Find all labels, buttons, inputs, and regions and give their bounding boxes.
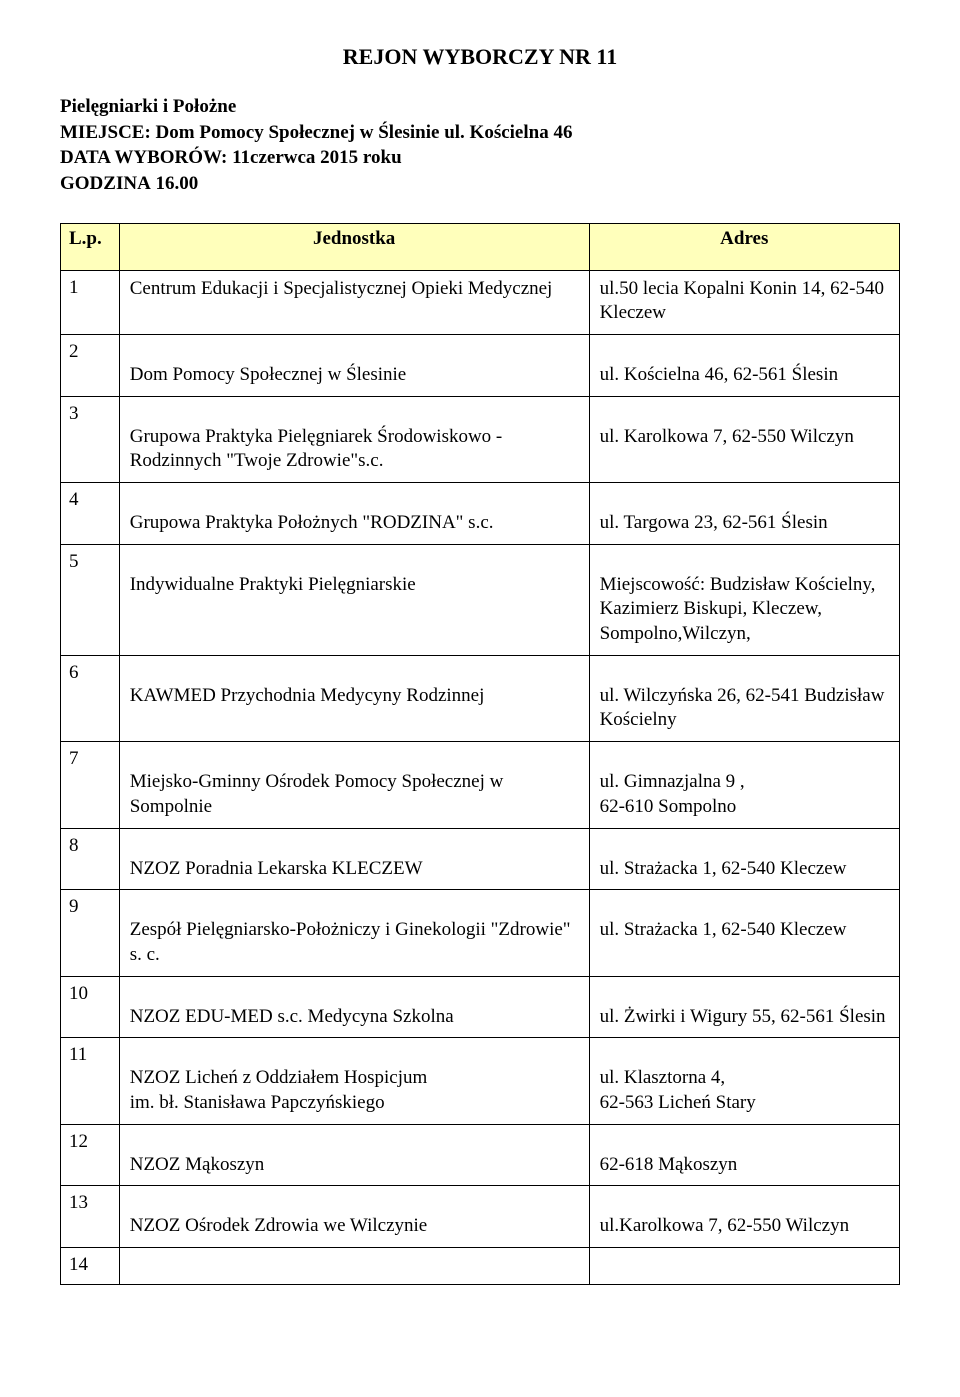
header-time: GODZINA 16.00 — [60, 171, 900, 197]
row-address: ul. Karolkowa 7, 62-550 Wilczyn — [589, 396, 899, 482]
table-row: 12 NZOZ Mąkoszyn62-618 Mąkoszyn — [61, 1124, 900, 1186]
row-number: 3 — [61, 396, 120, 482]
date-value: 11czerwca 2015 roku — [232, 147, 402, 168]
row-number: 1 — [61, 270, 120, 334]
row-number: 9 — [61, 890, 120, 976]
date-label: DATA WYBORÓW: — [60, 147, 227, 168]
table-row: 13NZOZ Ośrodek Zdrowia we Wilczynieul.Ka… — [61, 1186, 900, 1248]
table-row: 2Dom Pomocy Społecznej w Ślesinieul. Koś… — [61, 334, 900, 396]
units-table: L.p. Jednostka Adres 1Centrum Edukacji i… — [60, 223, 900, 1285]
row-address: ul. Strażacka 1, 62-540 Kleczew — [589, 828, 899, 890]
header-place: MIEJSCE: Dom Pomocy Społecznej w Ślesini… — [60, 120, 900, 146]
row-unit: NZOZ Ośrodek Zdrowia we Wilczynie — [119, 1186, 589, 1248]
row-number: 6 — [61, 655, 120, 741]
row-address: ul.50 lecia Kopalni Konin 14, 62-540 Kle… — [589, 270, 899, 334]
table-row: 3Grupowa Praktyka Pielęgniarek Środowisk… — [61, 396, 900, 482]
row-number: 5 — [61, 544, 120, 655]
header-date: DATA WYBORÓW: 11czerwca 2015 roku — [60, 145, 900, 171]
row-unit: KAWMED Przychodnia Medycyny Rodzinnej — [119, 655, 589, 741]
header-line-1: Pielęgniarki i Położne — [60, 94, 900, 120]
row-unit: NZOZ Mąkoszyn — [119, 1124, 589, 1186]
row-unit — [119, 1248, 589, 1285]
row-address — [589, 1248, 899, 1285]
row-address: 62-618 Mąkoszyn — [589, 1124, 899, 1186]
row-unit: Centrum Edukacji i Specjalistycznej Opie… — [119, 270, 589, 334]
row-number: 2 — [61, 334, 120, 396]
page-title: REJON WYBORCZY NR 11 — [60, 44, 900, 70]
row-address: ul. Strażacka 1, 62-540 Kleczew — [589, 890, 899, 976]
row-unit: NZOZ EDU-MED s.c. Medycyna Szkolna — [119, 976, 589, 1038]
row-number: 11 — [61, 1038, 120, 1124]
table-body: 1Centrum Edukacji i Specjalistycznej Opi… — [61, 270, 900, 1284]
row-number: 14 — [61, 1248, 120, 1285]
row-number: 8 — [61, 828, 120, 890]
table-row: 9Zespół Pielęgniarsko-Położniczy i Ginek… — [61, 890, 900, 976]
row-address: ul.Karolkowa 7, 62-550 Wilczyn — [589, 1186, 899, 1248]
time-label: GODZINA — [60, 173, 151, 194]
row-number: 10 — [61, 976, 120, 1038]
table-row: 11NZOZ Licheń z Oddziałem Hospicjum im. … — [61, 1038, 900, 1124]
row-unit: Miejsko-Gminny Ośrodek Pomocy Społecznej… — [119, 742, 589, 828]
table-row: 6KAWMED Przychodnia Medycyny Rodzinnejul… — [61, 655, 900, 741]
row-address: ul. Targowa 23, 62-561 Ślesin — [589, 483, 899, 545]
row-address: Miejscowość: Budzisław Kościelny, Kazimi… — [589, 544, 899, 655]
place-label: MIEJSCE: — [60, 122, 151, 143]
row-address: ul. Żwirki i Wigury 55, 62-561 Ślesin — [589, 976, 899, 1038]
table-header-row: L.p. Jednostka Adres — [61, 223, 900, 270]
row-address: ul. Klasztorna 4, 62-563 Licheń Stary — [589, 1038, 899, 1124]
time-value: 16.00 — [156, 173, 199, 194]
row-address: ul. Gimnazjalna 9 , 62-610 Sompolno — [589, 742, 899, 828]
row-number: 13 — [61, 1186, 120, 1248]
header-block: Pielęgniarki i Położne MIEJSCE: Dom Pomo… — [60, 94, 900, 197]
table-row: 5Indywidualne Praktyki PielęgniarskieMie… — [61, 544, 900, 655]
row-number: 7 — [61, 742, 120, 828]
row-unit: Dom Pomocy Społecznej w Ślesinie — [119, 334, 589, 396]
row-unit: NZOZ Licheń z Oddziałem Hospicjum im. bł… — [119, 1038, 589, 1124]
row-unit: Grupowa Praktyka Położnych "RODZINA" s.c… — [119, 483, 589, 545]
table-row: 8NZOZ Poradnia Lekarska KLECZEWul. Straż… — [61, 828, 900, 890]
table-row: 7Miejsko-Gminny Ośrodek Pomocy Społeczne… — [61, 742, 900, 828]
col-unit: Jednostka — [119, 223, 589, 270]
table-row: 14 — [61, 1248, 900, 1285]
row-unit: Indywidualne Praktyki Pielęgniarskie — [119, 544, 589, 655]
row-unit: Zespół Pielęgniarsko-Położniczy i Gineko… — [119, 890, 589, 976]
table-row: 4Grupowa Praktyka Położnych "RODZINA" s.… — [61, 483, 900, 545]
row-unit: Grupowa Praktyka Pielęgniarek Środowisko… — [119, 396, 589, 482]
place-value: Dom Pomocy Społecznej w Ślesinie ul. Koś… — [156, 122, 573, 143]
row-address: ul. Wilczyńska 26, 62-541 Budzisław Kośc… — [589, 655, 899, 741]
row-unit: NZOZ Poradnia Lekarska KLECZEW — [119, 828, 589, 890]
table-row: 1Centrum Edukacji i Specjalistycznej Opi… — [61, 270, 900, 334]
col-addr: Adres — [589, 223, 899, 270]
row-number: 12 — [61, 1124, 120, 1186]
table-row: 10NZOZ EDU-MED s.c. Medycyna Szkolnaul. … — [61, 976, 900, 1038]
row-number: 4 — [61, 483, 120, 545]
row-address: ul. Kościelna 46, 62-561 Ślesin — [589, 334, 899, 396]
col-lp: L.p. — [61, 223, 120, 270]
